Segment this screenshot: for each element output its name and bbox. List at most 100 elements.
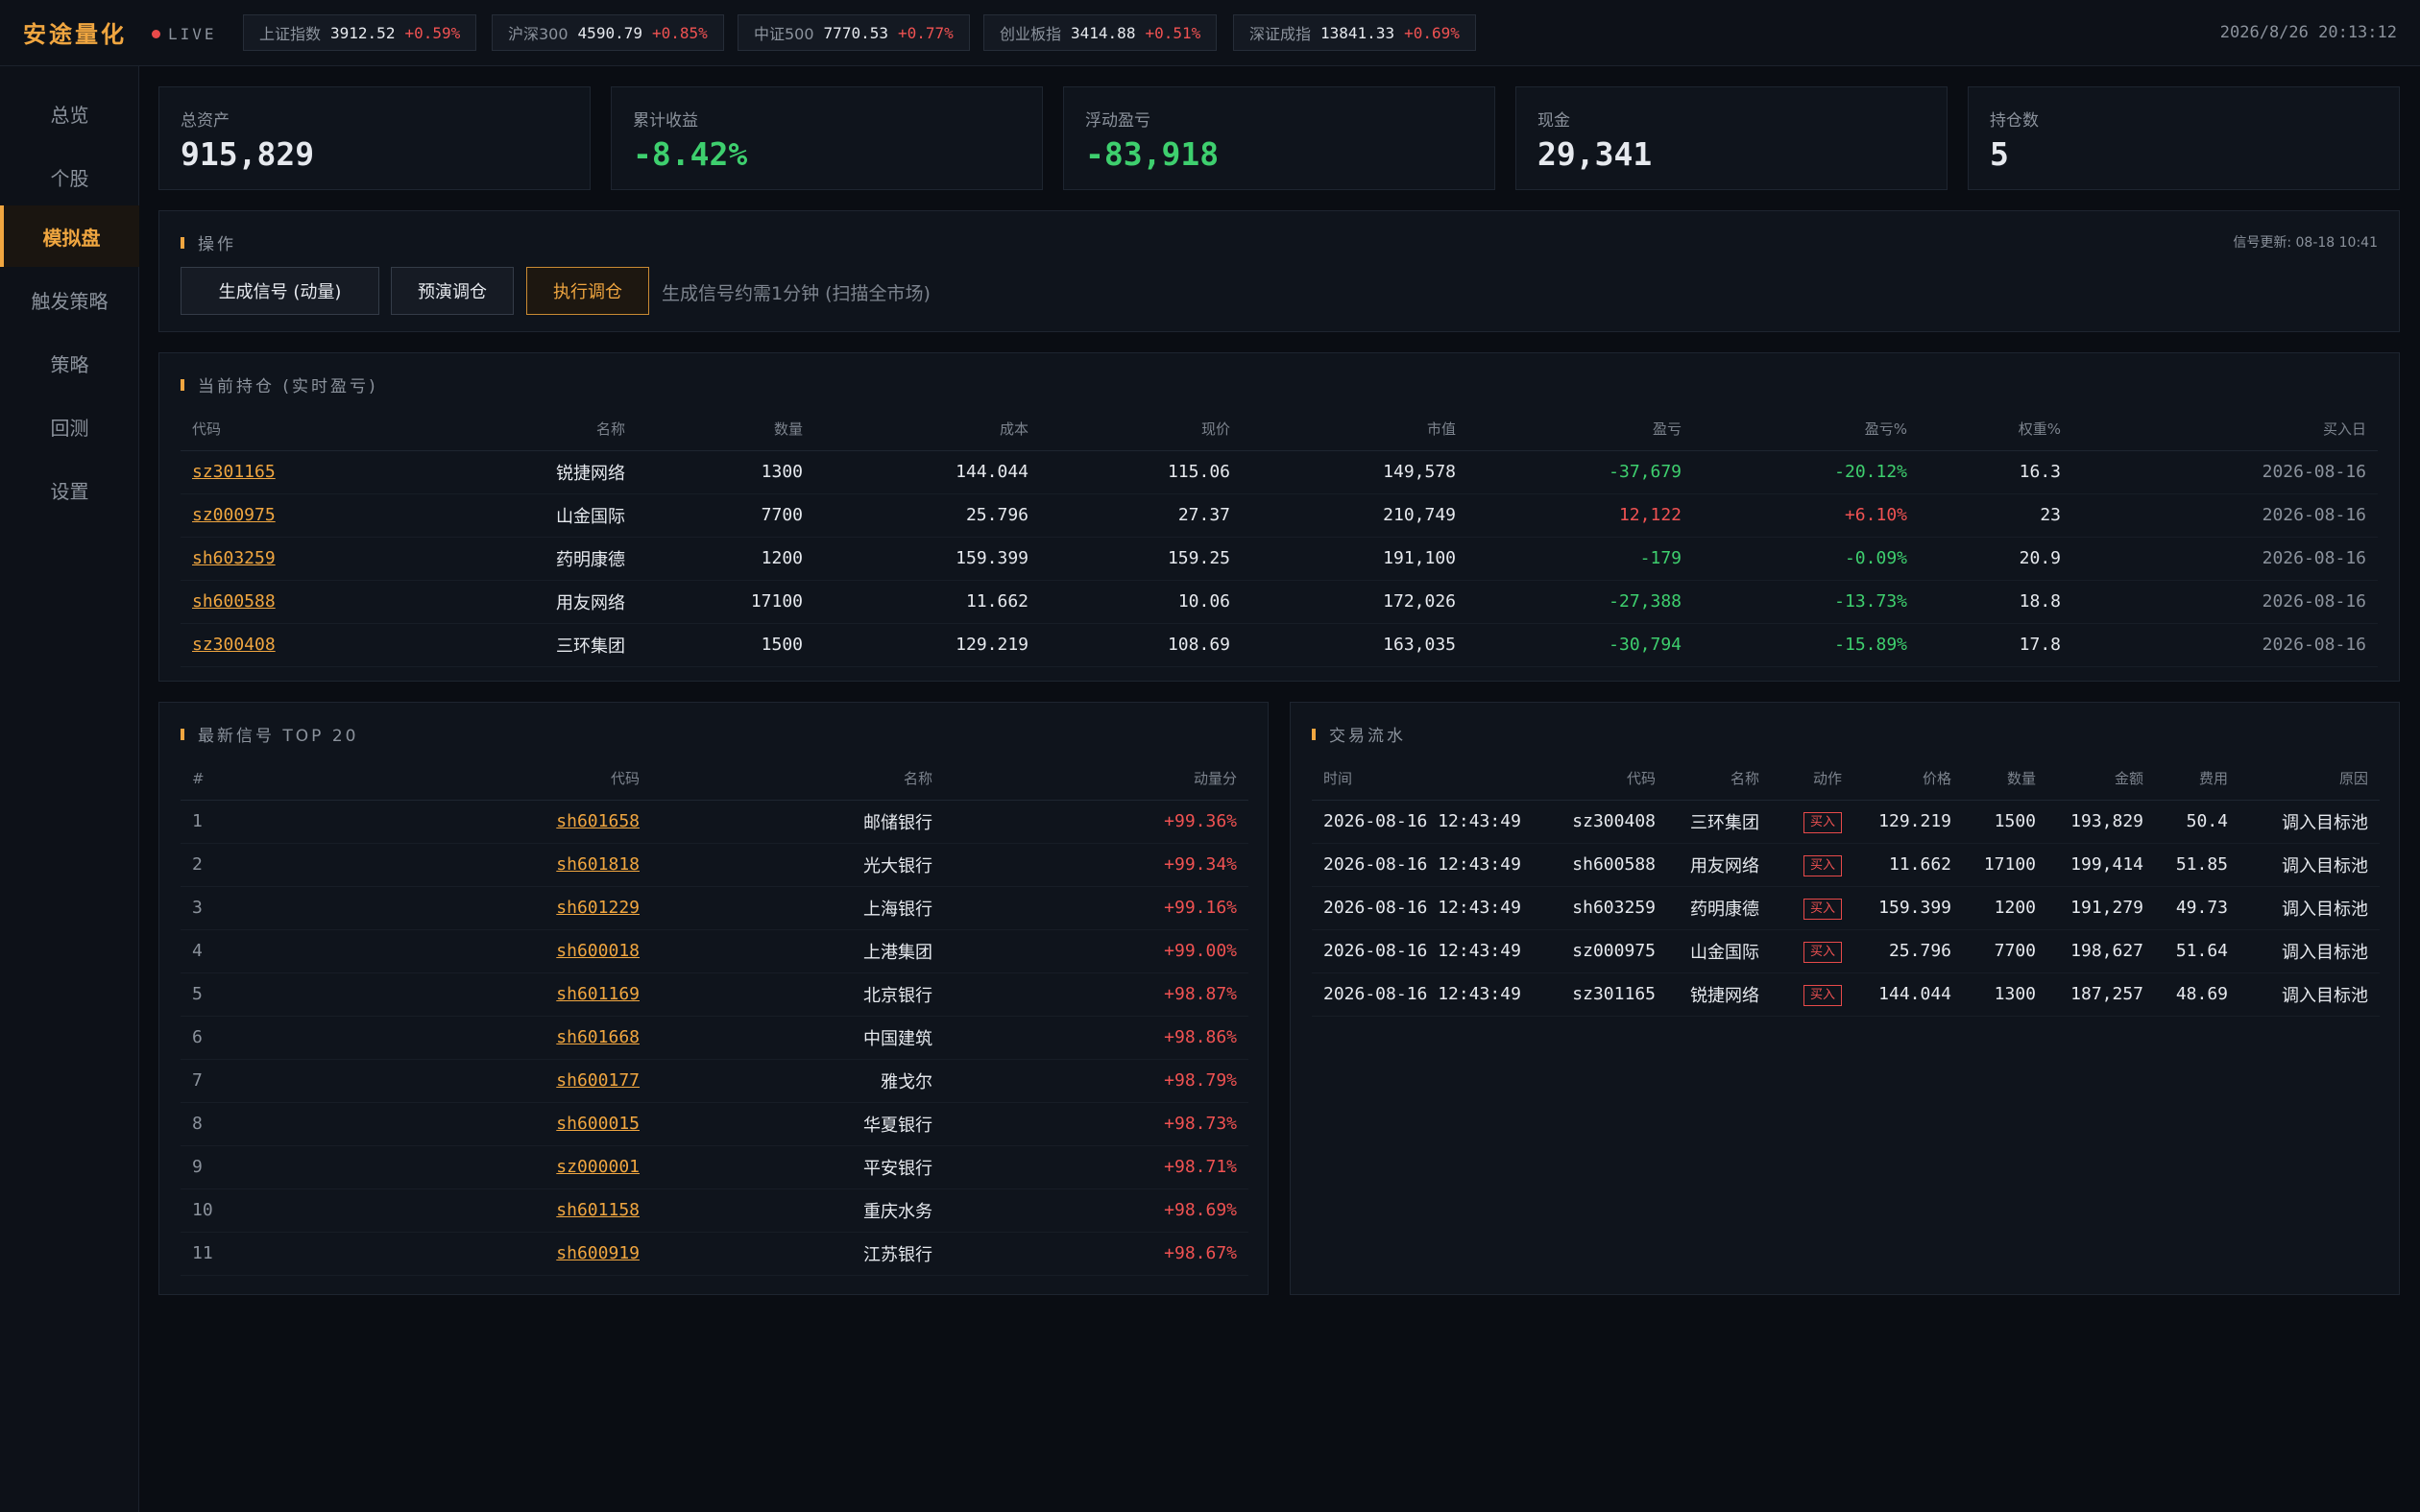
signals-title: 最新信号 TOP 20 [198,727,359,746]
quantity: 17100 [1963,843,2047,887]
ticker-change: +0.77% [897,23,954,42]
ticker-name: 创业板指 [1000,25,1062,43]
pnl: -27,388 [1467,580,1693,624]
weight: 23 [1919,493,2072,538]
pnl: -30,794 [1467,623,1693,667]
buy-date: 2026-08-16 [2072,537,2378,581]
execute-rebalance-button[interactable]: 执行调仓 [526,267,649,315]
column-header[interactable]: 盈亏 [1467,408,1693,451]
column-header[interactable]: 代码 [1542,757,1667,801]
stock-code-link[interactable]: sz301165 [192,462,276,482]
weight: 17.8 [1919,623,2072,667]
column-header[interactable]: 成本 [814,408,1040,451]
preview-rebalance-button[interactable]: 预演调仓 [391,267,514,315]
table-row: 2026-08-16 12:43:49 sh603259 药明康德 买入 159… [1312,886,2380,930]
quantity: 1500 [1963,800,2047,844]
ticker-sse[interactable]: 上证指数 3912.52 +0.59% [243,14,477,51]
operations-title: 操作 [198,235,236,254]
top-bar: 安途量化 LIVE 上证指数 3912.52 +0.59% 沪深300 4590… [0,0,2420,66]
cost: 159.399 [814,537,1040,581]
price: 159.399 [1853,886,1963,930]
live-label: LIVE [168,25,217,43]
stock-code-link[interactable]: sh601158 [556,1200,640,1220]
stat-label: 浮动盈亏 [1085,111,1150,131]
trade-time: 2026-08-16 12:43:49 [1312,800,1542,844]
sidebar-item-overview[interactable]: 总览 [50,103,89,127]
stock-name: 华夏银行 [651,1102,944,1146]
column-header[interactable]: 数量 [637,408,814,451]
stock-code-link[interactable]: sz000001 [556,1157,640,1177]
column-header[interactable]: 市值 [1242,408,1467,451]
column-header[interactable]: 名称 [387,408,637,451]
column-header[interactable]: 时间 [1312,757,1542,801]
column-header[interactable]: 原因 [2239,757,2380,801]
table-header-row: 代码 名称 数量 成本 现价 市值 盈亏 盈亏% 权重% 买入日 [181,408,2378,451]
table-row: sz301165 锐捷网络 1300 144.044 115.06 149,57… [181,450,2378,494]
stat-card-total-assets: 总资产 915,829 [158,86,591,190]
column-header[interactable]: 代码 [334,757,651,801]
amount: 191,279 [2047,886,2155,930]
amount: 199,414 [2047,843,2155,887]
stock-code-link[interactable]: sh601169 [556,984,640,1004]
stock-code-link[interactable]: sh600018 [556,941,640,961]
sidebar-item-paper-trading[interactable]: 模拟盘 [0,205,139,267]
signals-table: # 代码 名称 动量分 1 sh601658 邮储银行 +99.36% 2 sh… [181,757,1248,1276]
stock-code-link[interactable]: sh603259 [192,548,276,568]
operations-hint: 生成信号约需1分钟 (扫描全市场) [662,283,931,304]
ticker-chinext[interactable]: 创业板指 3414.88 +0.51% [983,14,1218,51]
column-header[interactable]: 价格 [1853,757,1963,801]
column-header[interactable]: 数量 [1963,757,2047,801]
current-price: 159.25 [1040,537,1242,581]
column-header[interactable]: 现价 [1040,408,1242,451]
column-header[interactable]: 名称 [651,757,944,801]
stock-code-link[interactable]: sh601818 [556,854,640,875]
price: 25.796 [1853,929,1963,973]
ticker-csi500[interactable]: 中证500 7770.53 +0.77% [738,14,970,51]
stock-name: 光大银行 [651,843,944,887]
quantity: 17100 [637,580,814,624]
weight: 16.3 [1919,450,2072,494]
stock-code-link[interactable]: sh601668 [556,1027,640,1047]
stock-name: 邮储银行 [651,800,944,844]
column-header[interactable]: 买入日 [2072,408,2378,451]
pnl-percent: -20.12% [1693,450,1919,494]
market-value: 191,100 [1242,537,1467,581]
stock-name: 江苏银行 [651,1232,944,1276]
generate-signal-button[interactable]: 生成信号 (动量) [181,267,379,315]
column-header[interactable]: 动作 [1771,757,1853,801]
reason: 调入目标池 [2239,800,2380,844]
sidebar-item-stocks[interactable]: 个股 [50,166,89,190]
stock-name: 三环集团 [387,623,637,667]
stock-code-link[interactable]: sh601658 [556,811,640,831]
column-header[interactable]: 代码 [181,408,387,451]
column-header[interactable]: 名称 [1667,757,1771,801]
column-header[interactable]: 盈亏% [1693,408,1919,451]
sidebar-item-strategy[interactable]: 策略 [50,352,89,376]
ticker-change: +0.69% [1404,23,1460,42]
column-header[interactable]: 权重% [1919,408,2072,451]
stock-name: 上海银行 [651,886,944,930]
ticker-szse[interactable]: 深证成指 13841.33 +0.69% [1233,14,1476,51]
stock-code-link[interactable]: sh600015 [556,1114,640,1134]
sidebar-item-backtest[interactable]: 回测 [50,416,89,440]
stock-code-link[interactable]: sh600177 [556,1070,640,1091]
column-header[interactable]: 金额 [2047,757,2155,801]
column-header[interactable]: 费用 [2155,757,2239,801]
holdings-title: 当前持仓 (实时盈亏) [198,377,378,396]
stock-code-link[interactable]: sz000975 [192,505,276,525]
table-row: 2026-08-16 12:43:49 sh600588 用友网络 买入 11.… [1312,843,2380,887]
column-header[interactable]: 动量分 [944,757,1248,801]
live-indicator: LIVE [152,25,217,43]
stock-code-link[interactable]: sz300408 [192,635,276,655]
ticker-csi300[interactable]: 沪深300 4590.79 +0.85% [492,14,724,51]
stock-code: sh603259 [1542,886,1667,930]
column-header[interactable]: # [181,757,334,801]
momentum-score: +99.00% [944,929,1248,973]
stock-code-link[interactable]: sh600919 [556,1243,640,1263]
stock-code-link[interactable]: sh600588 [192,591,276,612]
sidebar-item-settings[interactable]: 设置 [50,479,89,503]
stock-code-link[interactable]: sh601229 [556,898,640,918]
momentum-score: +98.73% [944,1102,1248,1146]
sidebar-item-trigger-strategy[interactable]: 触发策略 [31,289,109,313]
table-row: 2026-08-16 12:43:49 sz000975 山金国际 买入 25.… [1312,929,2380,973]
